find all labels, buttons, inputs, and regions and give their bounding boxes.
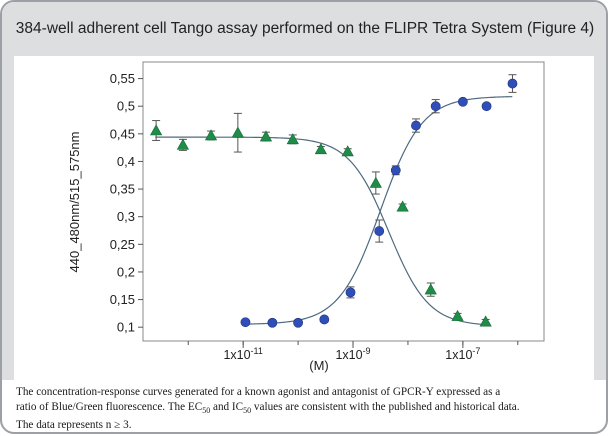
ec50-subscript: 50	[202, 405, 211, 415]
antagonist-point	[150, 124, 163, 136]
x-tick-label: 1x10-11	[223, 346, 262, 362]
antagonist-point	[286, 133, 299, 145]
title-band	[2, 2, 606, 56]
y-tick-label: 0,45	[110, 126, 135, 141]
antagonist-point	[176, 138, 190, 150]
antagonist-point	[451, 309, 464, 321]
y-axis: 0,1 0,15 0,2 0,25 0,3 0,35 0,4 0,45 0,5 0,55	[110, 71, 143, 335]
antagonist-point	[396, 200, 409, 212]
caption-line-2: ratio of Blue/Green fluorescence. The EC…	[16, 400, 596, 419]
agonist-point	[507, 78, 518, 89]
y-tick-label: 0,3	[117, 209, 135, 224]
fit-curve-1	[245, 96, 513, 325]
caption-line-2-b: and IC	[210, 400, 244, 413]
y-tick-label: 0,2	[117, 264, 135, 279]
x-tick-label: 1x10-9	[335, 346, 370, 362]
agonist-point	[390, 165, 401, 176]
agonist-point	[267, 317, 278, 328]
figure-title: 384-well adherent cell Tango assay perfo…	[15, 20, 595, 37]
agonist-point	[240, 317, 251, 328]
y-tick-label: 0,55	[110, 71, 135, 86]
agonist-point	[481, 101, 492, 112]
antagonist-point	[341, 145, 354, 157]
antagonist-point	[314, 143, 327, 155]
figure-caption: The concentration-response curves genera…	[16, 385, 596, 433]
data-points	[150, 78, 518, 328]
left-margin-band	[2, 56, 14, 380]
caption-line-3: The data represents n ≥ 3.	[16, 419, 132, 432]
agonist-point	[319, 314, 330, 325]
y-tick-label: 0,1	[117, 320, 135, 335]
agonist-point	[293, 317, 303, 328]
x-axis-label: (M)	[309, 358, 329, 373]
agonist-point	[411, 120, 421, 131]
ic50-subscript: 50	[243, 405, 252, 415]
agonist-point	[374, 226, 385, 236]
y-tick-label: 0,15	[110, 292, 135, 307]
caption-line-2-c: values are consistent with the published…	[251, 400, 520, 413]
antagonist-point	[259, 130, 273, 142]
y-tick-label: 0,5	[117, 99, 135, 114]
antagonist-point	[369, 176, 382, 188]
y-tick-label: 0,35	[110, 182, 135, 197]
caption-line-1: The concentration-response curves genera…	[16, 386, 501, 398]
y-axis-label: 440_480nm/515_575nm	[67, 132, 82, 273]
antagonist-point	[204, 129, 218, 141]
agonist-point	[430, 101, 441, 112]
agonist-point	[457, 96, 468, 107]
antagonist-point	[479, 315, 492, 327]
y-tick-label: 0,4	[117, 154, 135, 169]
right-margin-band	[594, 56, 606, 380]
agonist-point	[345, 287, 356, 298]
caption-line-2-a: ratio of Blue/Green fluorescence. The EC	[16, 400, 203, 413]
plot-area	[142, 61, 545, 342]
x-tick-label: 1x10-7	[445, 346, 480, 362]
antagonist-point	[424, 283, 437, 295]
y-tick-label: 0,25	[110, 237, 135, 252]
x-axis: 1x10-11 1x10-9 1x10-7	[187, 341, 519, 362]
antagonist-point	[231, 126, 244, 138]
